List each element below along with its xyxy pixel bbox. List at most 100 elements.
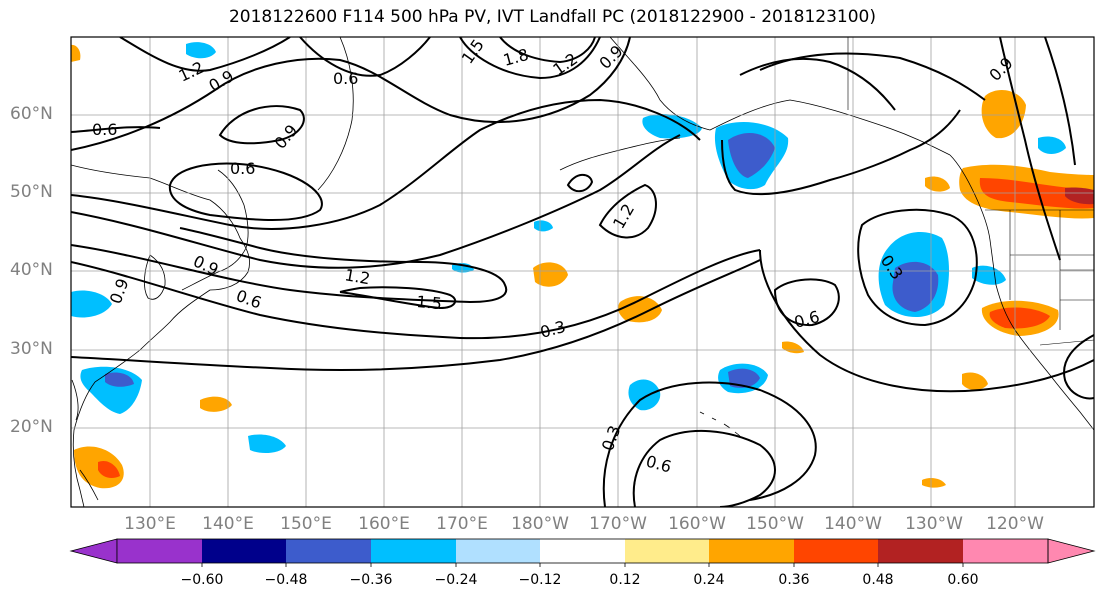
gridlines: [71, 37, 1094, 507]
contour-label: 1.2: [549, 49, 581, 79]
pv-contour-0.3-far-east: [1063, 334, 1094, 400]
pv-contour-0.3-broad-south: [759, 249, 1094, 393]
colorbar-tick-label: −0.36: [349, 572, 393, 588]
lat-label: 60°N: [10, 104, 53, 124]
contour-label: 0.6: [792, 307, 822, 332]
negative-anomaly-small-1: [534, 220, 553, 232]
colorbar-swatch: [456, 539, 540, 563]
lon-label: 180°W: [511, 514, 569, 534]
positive-anomaly-philippine-small: [200, 396, 232, 412]
lat-label: 40°N: [10, 260, 53, 280]
lon-label: 150°E: [280, 514, 332, 534]
contour-label: 1.2: [176, 58, 207, 86]
positive-anomaly-tiny-2: [922, 477, 946, 488]
colorbar-swatch: [286, 539, 371, 563]
lon-label: 130°E: [124, 514, 176, 534]
negative-anomaly-aleutians: [642, 114, 702, 139]
pv-contour-1.2-central: [598, 183, 657, 239]
figure-title: 2018122600 F114 500 hPa PV, IVT Landfall…: [228, 7, 876, 27]
contour-label: 1.2: [343, 265, 371, 288]
contour-label: 0.9: [985, 53, 1016, 84]
negative-anomaly-small-3: [1038, 136, 1066, 154]
coastline-alaska: [609, 37, 951, 156]
colorbar-swatch: [878, 539, 963, 563]
lat-label: 50°N: [10, 182, 53, 202]
contour-label: 0.6: [92, 120, 117, 139]
colorbar: [69, 538, 1096, 567]
colorbar-tick-label: 0.36: [778, 572, 810, 588]
pv-contour-labels: 1.2 0.9 0.6 0.6 0.9 0.6 1.5 1.8 1.2 0.9 …: [92, 37, 1017, 477]
colorbar-swatch: [371, 539, 456, 563]
pv-contour-0.6-japan: [168, 162, 323, 221]
negative-anomaly-hawaii-ne-core: [728, 368, 760, 388]
coastline-north-america-west: [949, 154, 1094, 431]
pv-contour-jet-inner: [339, 286, 457, 310]
lon-label: 130°W: [905, 514, 963, 534]
pv-contour-1.2-north: [119, 37, 291, 72]
coastline-hawaii: [699, 411, 741, 437]
coastline-korea: [144, 254, 166, 300]
positive-anomaly-south-china-core: [98, 460, 120, 478]
colorbar-swatch: [202, 539, 286, 563]
negative-anomaly-philippine-sea-core: [105, 372, 134, 387]
colorbar-swatch: [709, 539, 794, 563]
contour-label: 0.6: [230, 159, 255, 178]
pv-contour-jet-outer: [71, 134, 681, 269]
positive-anomaly-date-line: [533, 262, 568, 287]
pv-contour-1.5-north: [459, 37, 601, 80]
negative-anomaly-gulf-alaska-core: [728, 133, 775, 178]
contour-label: 0.3: [538, 317, 568, 342]
lon-label: 140°W: [824, 514, 882, 534]
colorbar-tick-label: 0.48: [862, 572, 894, 588]
pv-contour-0.6-sikhote: [71, 126, 161, 133]
border-us-states: [1009, 210, 1094, 330]
pv-contour-0.3-south: [71, 259, 761, 371]
colorbar-swatch: [625, 539, 709, 563]
colorbar-ticks: [201, 563, 964, 567]
pv-contour-0.6-hawaii: [632, 430, 776, 507]
pv-contour-1.2-gulf-alaska: [739, 57, 896, 111]
negative-anomaly-offshore-ca-core: [892, 261, 939, 312]
negative-anomaly-hawaii-nw: [628, 379, 661, 411]
colorbar-tick-label: 0.12: [609, 572, 641, 588]
contour-label: 0.6: [644, 452, 674, 477]
contour-label: 1.8: [501, 45, 531, 70]
pv-contour-1.8-north: [499, 37, 596, 64]
colorbar-swatch: [69, 538, 118, 564]
negative-anomaly-kamchatka: [186, 42, 216, 59]
negative-anomaly-bc-coast: [972, 265, 1006, 285]
negative-anomaly-east-china-sea: [71, 290, 112, 318]
pv-contour-0.9-northwest-canada: [999, 37, 1061, 261]
colorbar-tick-label: −0.12: [518, 572, 562, 588]
contour-label: 0.6: [333, 69, 358, 88]
positive-anomaly-subtropical-small: [962, 372, 988, 390]
lon-label: 140°E: [202, 514, 254, 534]
coastline-kamchatka: [317, 37, 354, 191]
colorbar-swatch: [1047, 538, 1096, 564]
positive-anomaly-california-core: [989, 307, 1050, 329]
positive-anomaly-bc-small: [925, 176, 950, 192]
coastline-asia: [71, 164, 250, 507]
contour-label: 0.9: [271, 121, 302, 153]
colorbar-tick-label: 0.24: [693, 572, 725, 588]
colorbar-tick-label: −0.60: [180, 572, 224, 588]
pv-contour-0.6-jet: [71, 249, 761, 340]
pv-contour-0.3-northeast: [759, 52, 986, 101]
political-borders: [847, 37, 1094, 346]
pv-contour-0.9-gulf-alaska: [721, 109, 961, 196]
lon-label: 170°E: [436, 514, 488, 534]
pv-contour-0.9-ring: [218, 105, 305, 145]
colorbar-tick-label: −0.24: [434, 572, 478, 588]
coastline-aleutians: [559, 137, 681, 171]
lon-label: 170°W: [589, 514, 647, 534]
colorbar-tick-label: −0.48: [264, 572, 308, 588]
ivt-shading: [71, 42, 1094, 489]
contour-label: 0.9: [106, 276, 133, 306]
pv-contour-small-loop: [566, 173, 594, 193]
positive-anomaly-pacific-northwest-peak: [1065, 187, 1094, 205]
contour-label: 0.3: [598, 423, 625, 453]
pv-contour-0.3-offshore-cutoff: [857, 208, 978, 327]
lon-label: 120°W: [986, 514, 1044, 534]
pv-contour-0.3-hawaii: [602, 381, 817, 507]
